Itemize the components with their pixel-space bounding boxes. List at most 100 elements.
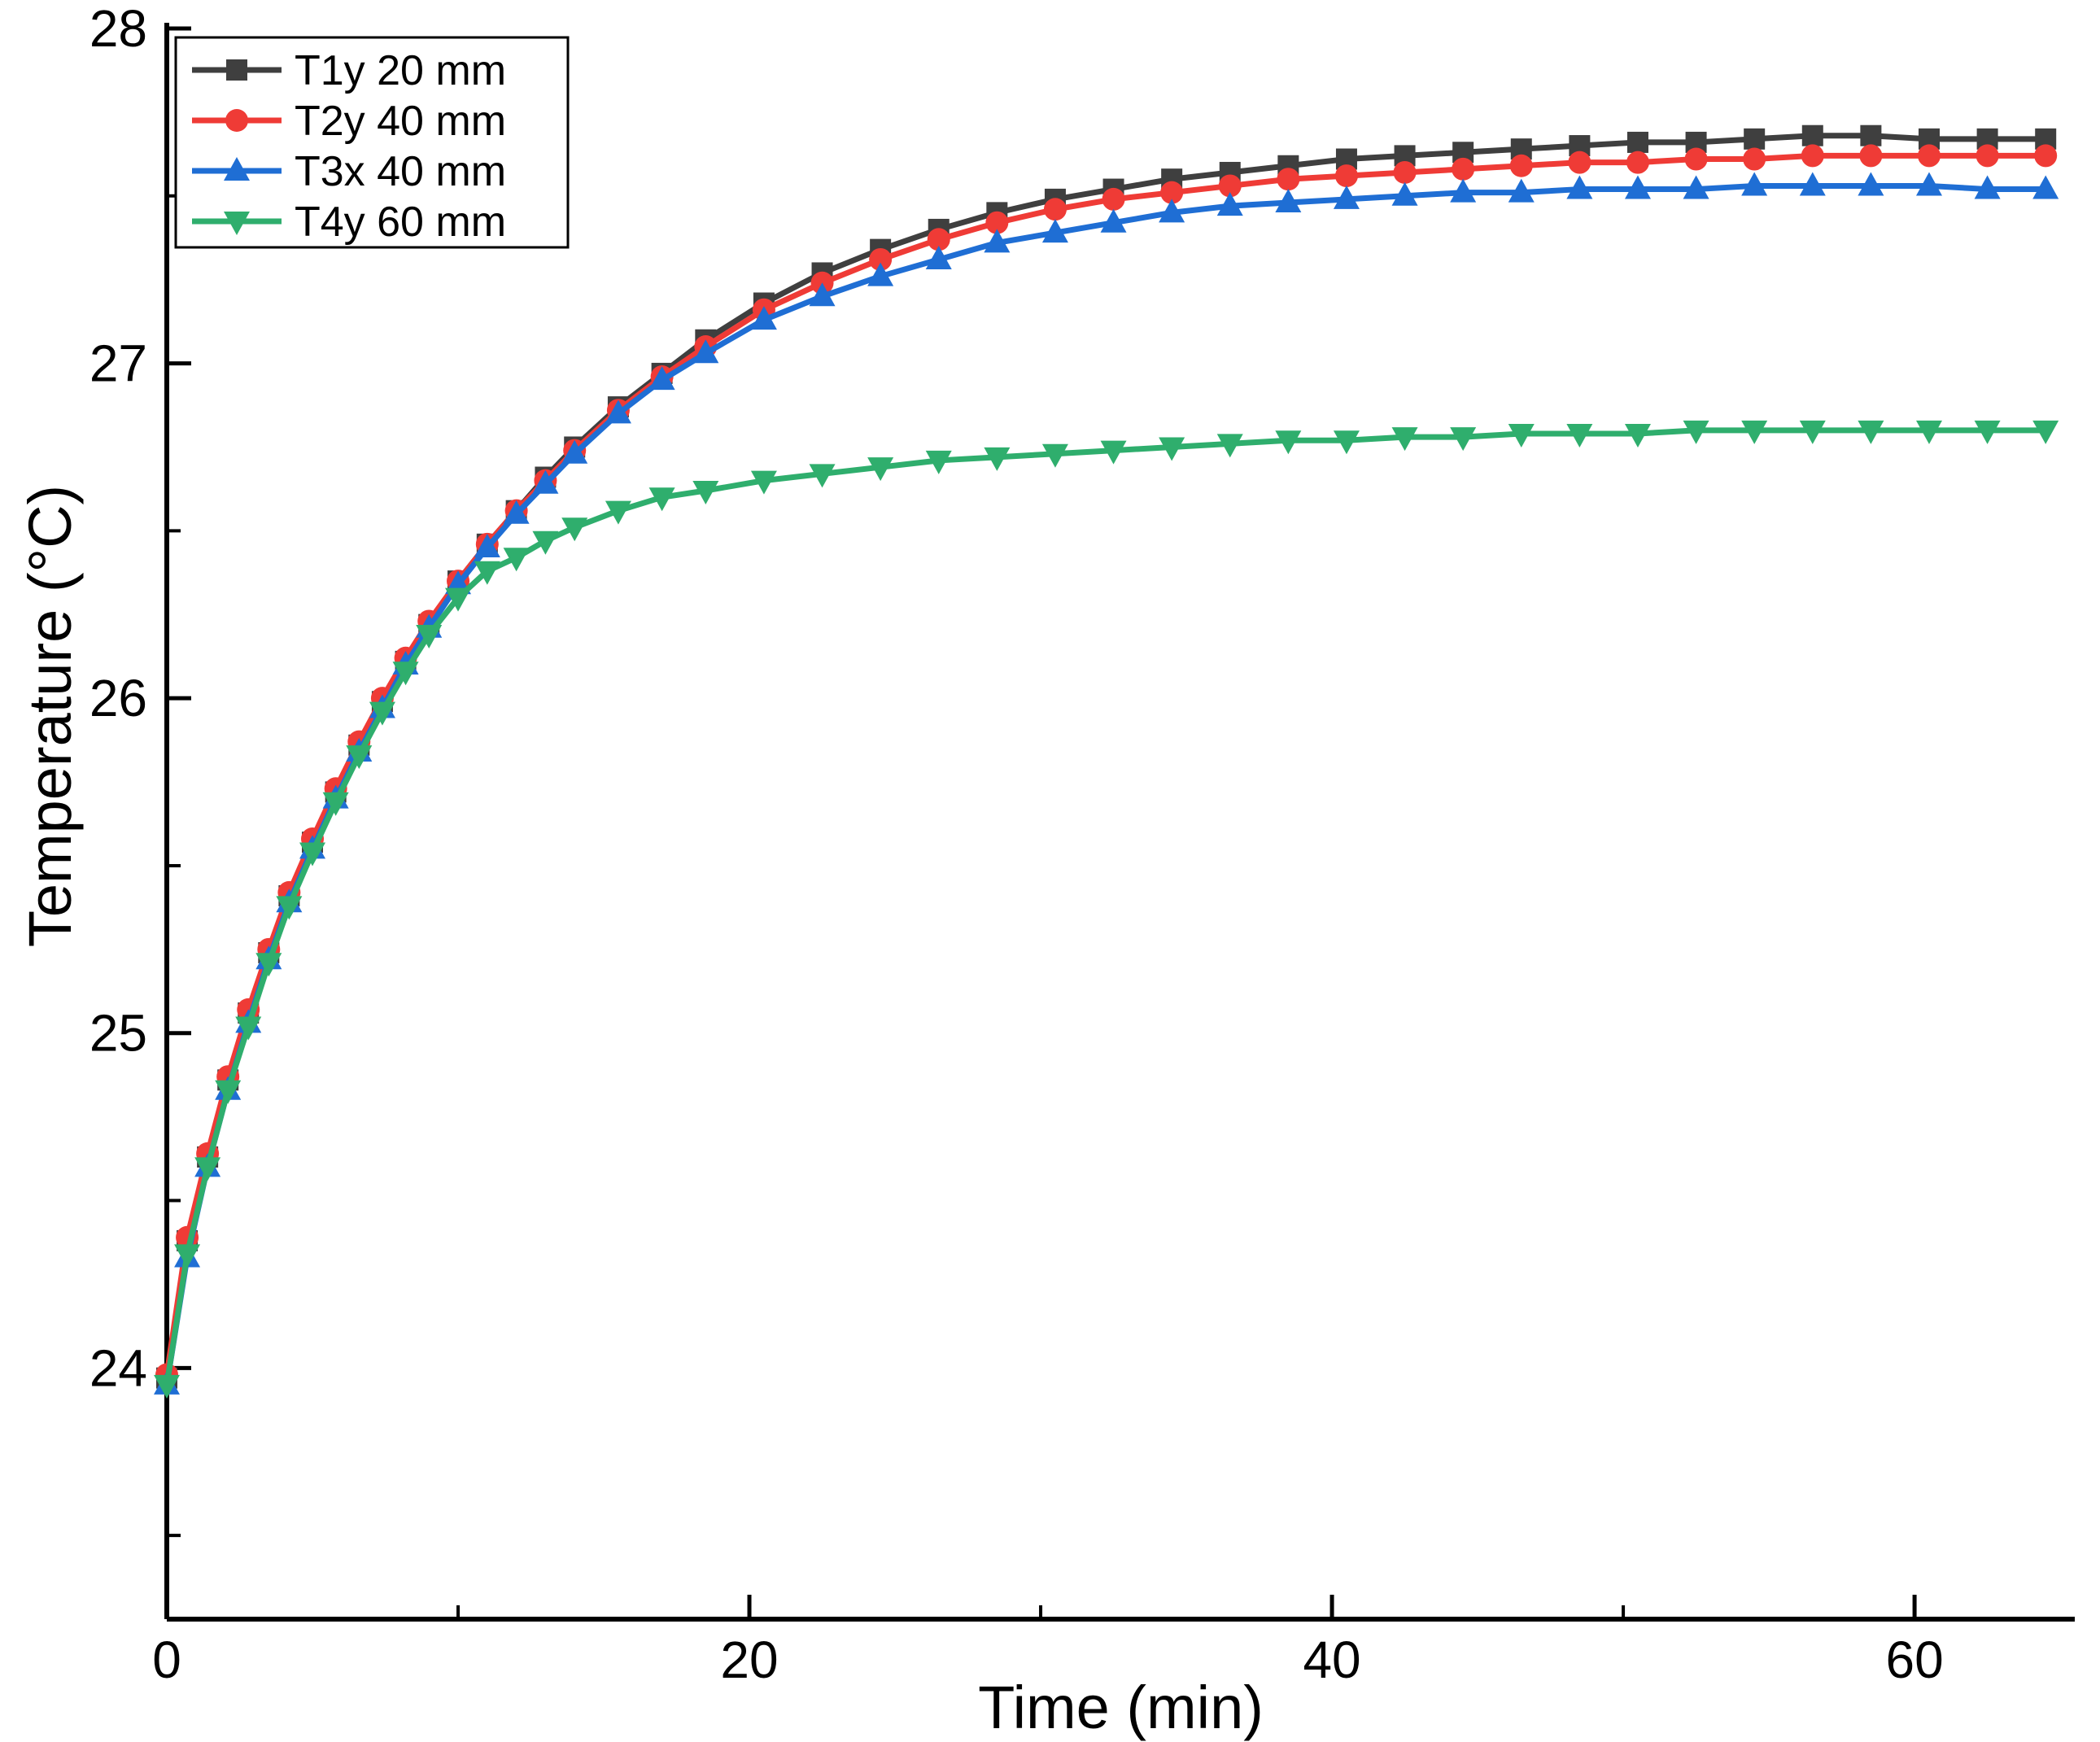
series-marker-t4y-60-mm xyxy=(692,480,719,504)
y-tick-label: 27 xyxy=(90,334,147,393)
series-marker-t4y-60-mm xyxy=(392,661,419,686)
series-marker-t2y-40-mm xyxy=(1743,147,1766,171)
y-axis-title: Temperature (°C) xyxy=(16,484,84,948)
series-marker-t3x-40-mm xyxy=(1566,175,1593,199)
series-marker-t3x-40-mm xyxy=(503,500,530,524)
legend-entry-1: T1y 20 mm xyxy=(192,47,506,94)
series-line-t2y-40-mm xyxy=(164,152,2049,1378)
series-marker-t3x-40-mm xyxy=(561,439,588,464)
series-marker-t2y-40-mm xyxy=(1801,144,1824,168)
series-marker-t4y-60-mm xyxy=(1624,424,1651,448)
series-marker-t3x-40-mm xyxy=(1041,219,1068,243)
series-marker-t4y-60-mm xyxy=(503,548,530,572)
series-marker-t3x-40-mm xyxy=(1508,178,1535,203)
series-line-t1y-20-mm xyxy=(164,133,2049,1382)
series-marker-t3x-40-mm xyxy=(648,366,675,391)
series-marker-t2y-40-mm xyxy=(927,228,950,251)
series-marker-t2y-40-mm xyxy=(1277,168,1300,191)
x-tick-label: 20 xyxy=(720,1631,778,1689)
series-marker-t2y-40-mm xyxy=(1917,144,1941,168)
series-marker-t2y-40-mm xyxy=(1452,157,1475,181)
x-tick-label: 0 xyxy=(152,1631,181,1689)
series-marker-t2y-40-mm xyxy=(1334,164,1358,188)
series-marker-t4y-60-mm xyxy=(1858,420,1884,444)
series-marker-t3x-40-mm xyxy=(1858,172,1884,196)
series-marker-t4y-60-mm xyxy=(984,447,1011,471)
series-marker-t2y-40-mm xyxy=(1160,181,1184,204)
series-marker-t3x-40-mm xyxy=(1216,192,1243,216)
series-marker-t2y-40-mm xyxy=(1859,144,1883,168)
series-marker-t2y-40-mm xyxy=(1568,151,1591,174)
series-marker-t4y-60-mm xyxy=(346,745,373,770)
series-marker-t3x-40-mm xyxy=(1915,172,1942,196)
series-marker-t4y-60-mm xyxy=(215,1080,242,1104)
series-marker-t4y-60-mm xyxy=(174,1244,201,1268)
series-marker-t4y-60-mm xyxy=(1391,427,1418,452)
series-t4y-60-mm xyxy=(154,420,2059,1399)
series-marker-t3x-40-mm xyxy=(2032,175,2059,199)
series-marker-t3x-40-mm xyxy=(867,262,894,286)
series-marker-t3x-40-mm xyxy=(1275,189,1302,213)
series-line-t3x-40-mm xyxy=(164,182,2049,1388)
series-marker-t4y-60-mm xyxy=(1275,430,1302,455)
series-marker-t3x-40-mm xyxy=(1624,175,1651,199)
legend-entry-3: T3x 40 mm xyxy=(192,148,506,195)
y-tick-label: 24 xyxy=(90,1338,147,1397)
series-marker-t3x-40-mm xyxy=(925,245,952,269)
legend-label: T4y 60 mm xyxy=(295,199,506,246)
x-tick-label: 60 xyxy=(1885,1631,1943,1689)
y-tick-label: 28 xyxy=(90,0,147,58)
series-marker-t2y-40-mm xyxy=(1976,144,1999,168)
series-marker-t4y-60-mm xyxy=(255,953,282,977)
series-marker-t4y-60-mm xyxy=(605,500,631,525)
series-marker-t3x-40-mm xyxy=(1974,175,2001,199)
series-marker-t4y-60-mm xyxy=(194,1157,221,1181)
series-marker-t3x-40-mm xyxy=(1450,178,1477,203)
series-marker-t4y-60-mm xyxy=(1159,437,1185,461)
series-marker-t4y-60-mm xyxy=(925,450,952,474)
series-t1y-20-mm xyxy=(156,124,2057,1389)
series-marker-t4y-60-mm xyxy=(750,470,777,495)
series-marker-t2y-40-mm xyxy=(1626,151,1649,174)
series-marker-t1y-20-mm xyxy=(1860,124,1882,146)
series-marker-t3x-40-mm xyxy=(1100,208,1127,233)
series-marker-t4y-60-mm xyxy=(1915,420,1942,444)
series-marker-t4y-60-mm xyxy=(1683,420,1709,444)
series-marker-t2y-40-mm xyxy=(869,247,893,271)
series-marker-t3x-40-mm xyxy=(1683,175,1709,199)
series-marker-t3x-40-mm xyxy=(984,229,1011,253)
series-marker-t4y-60-mm xyxy=(1799,420,1826,444)
series-marker-t4y-60-mm xyxy=(1508,424,1535,448)
series-marker-t4y-60-mm xyxy=(322,792,349,816)
series-marker-t3x-40-mm xyxy=(692,339,719,364)
y-tick-label: 26 xyxy=(90,669,147,727)
series-marker-t4y-60-mm xyxy=(867,457,894,482)
series-marker-t3x-40-mm xyxy=(1741,172,1768,196)
series-marker-t4y-60-mm xyxy=(1216,434,1243,458)
series-marker-t2y-40-mm xyxy=(1684,147,1708,171)
series-marker-t3x-40-mm xyxy=(809,282,836,307)
series-marker-t4y-60-mm xyxy=(445,587,472,612)
series-marker-t4y-60-mm xyxy=(154,1374,180,1399)
series-marker-t3x-40-mm xyxy=(750,306,777,330)
legend-marker-triangle-up xyxy=(224,157,250,181)
series-marker-t1y-20-mm xyxy=(1801,124,1823,146)
series-marker-t3x-40-mm xyxy=(532,469,559,494)
legend-marker-square xyxy=(226,59,247,81)
series-marker-t3x-40-mm xyxy=(605,399,631,424)
series-marker-t2y-40-mm xyxy=(1043,198,1067,221)
legend-label: T2y 40 mm xyxy=(295,98,506,145)
x-axis-title: Time (min) xyxy=(978,1674,1264,1741)
legend-marker-circle xyxy=(225,109,248,132)
series-marker-t2y-40-mm xyxy=(2034,144,2058,168)
series-marker-t4y-60-mm xyxy=(648,487,675,512)
series-marker-t4y-60-mm xyxy=(1566,424,1593,448)
series-t2y-40-mm xyxy=(155,144,2058,1386)
series-t3x-40-mm xyxy=(154,172,2059,1395)
series-marker-t4y-60-mm xyxy=(532,530,559,555)
series-marker-t4y-60-mm xyxy=(474,561,500,585)
series-marker-t3x-40-mm xyxy=(1159,199,1185,223)
x-tick-label: 40 xyxy=(1303,1631,1360,1689)
